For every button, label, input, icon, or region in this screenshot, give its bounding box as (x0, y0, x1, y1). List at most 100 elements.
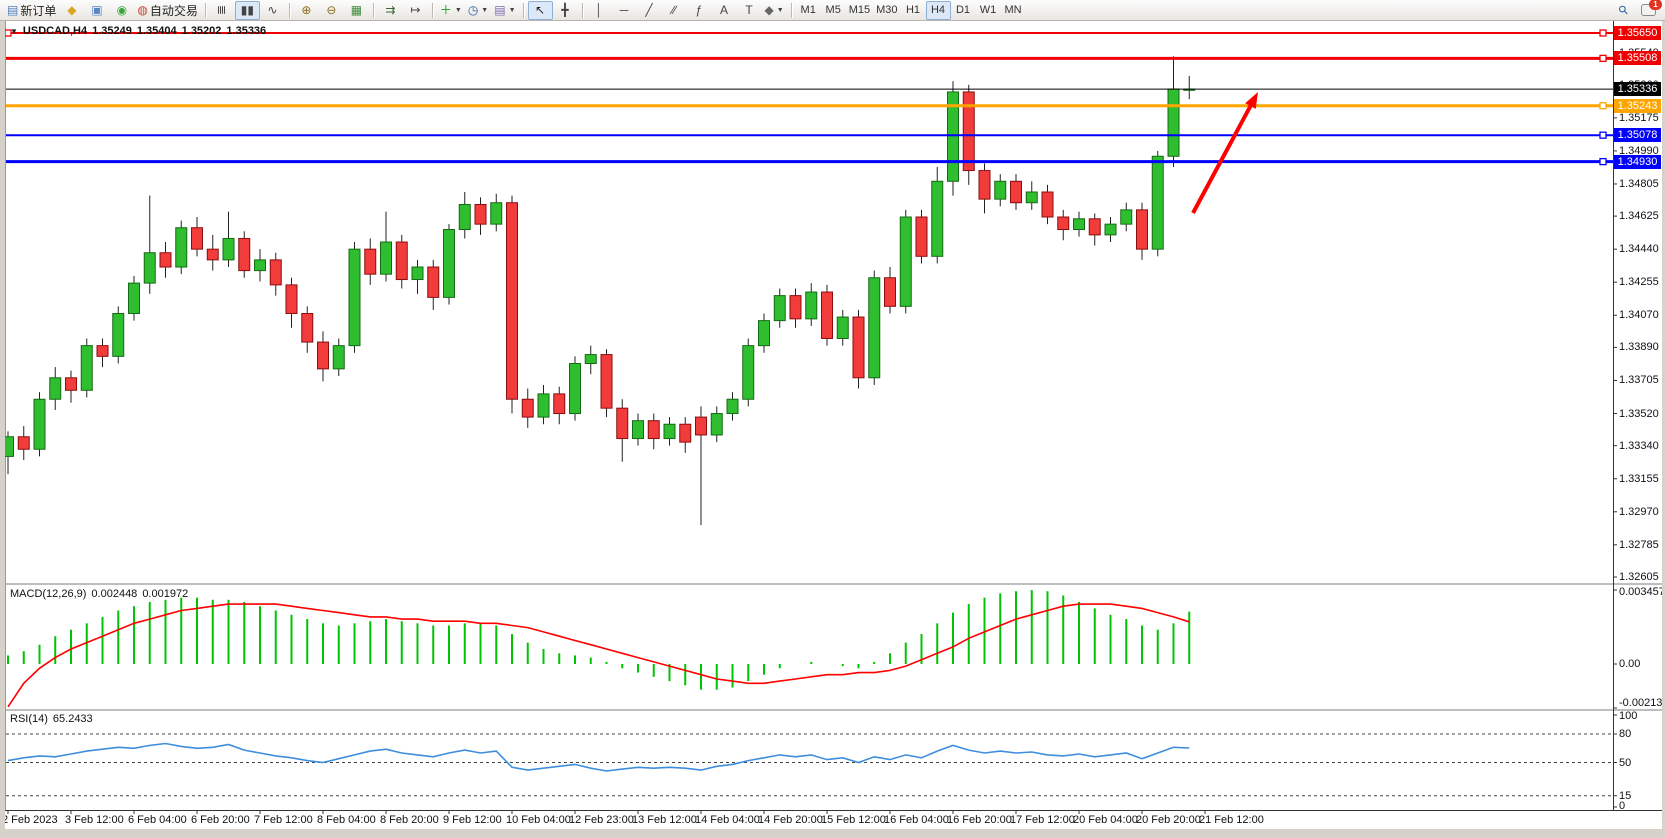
cursor-button[interactable]: ↖ (527, 0, 553, 20)
candles-chart-button[interactable]: ▮▮ (234, 0, 260, 20)
crosshair-button[interactable]: ╋ (553, 1, 578, 20)
signals-button[interactable]: ◉ (109, 1, 134, 20)
candle (773, 295, 786, 322)
price-axis-tick-label: 1.34070 (1619, 309, 1659, 322)
time-axis-label: 15 Feb 12:00 (821, 814, 886, 826)
zoom-in-button[interactable]: ⊕ (294, 1, 319, 20)
bars-chart-button[interactable]: ≣ (210, 1, 235, 20)
zoom-out-button[interactable]: ⊖ (319, 1, 344, 20)
candle (931, 180, 944, 257)
dropdown-arrow-icon[interactable]: ▼ (776, 6, 784, 14)
tf-m1-button[interactable]: M1 (796, 1, 821, 20)
candle (521, 398, 534, 418)
horizontal-line-button[interactable]: ─ (612, 1, 637, 20)
indicators-button[interactable]: ＋ ▼ (437, 1, 465, 20)
candle (128, 282, 140, 314)
text-label-button[interactable]: T (737, 1, 762, 20)
chart-menu-arrow-icon[interactable]: ▼ (10, 26, 18, 36)
line-handle[interactable] (1599, 29, 1607, 37)
line-chart-button[interactable]: ∿ (260, 1, 285, 20)
tf-m5-label: M5 (825, 4, 841, 16)
candle (1104, 223, 1117, 236)
notifications-button[interactable]: 1 (1636, 0, 1662, 20)
line-handle[interactable] (1599, 131, 1607, 139)
time-axis-label: 10 Feb 04:00 (506, 814, 571, 826)
dropdown-arrow-icon[interactable]: ▼ (481, 6, 489, 14)
trendline-button[interactable]: ╱ (637, 1, 662, 20)
fibonacci-button[interactable]: ƒ (687, 1, 712, 20)
tf-m30-button[interactable]: M30 (873, 1, 900, 20)
tf-mn-label: MN (1004, 4, 1022, 16)
time-axis-label: 7 Feb 12:00 (254, 814, 313, 826)
candle (679, 423, 692, 443)
candle (17, 436, 30, 450)
data-window-icon: ▣ (91, 3, 103, 17)
price-axis-tick-label: 1.34440 (1619, 243, 1659, 256)
level-price-label: 1.35650 (1614, 26, 1661, 40)
fibonacci-icon: ƒ (695, 3, 703, 17)
periods-icon: ◷ (467, 3, 479, 17)
arrows-icon: ◆ (764, 3, 774, 17)
dropdown-arrow-icon[interactable]: ▼ (508, 6, 516, 14)
candle (206, 248, 219, 261)
equidistant-channel-icon: ∕∕ (672, 3, 677, 17)
tf-mn-button[interactable]: MN (1001, 1, 1026, 20)
line-handle[interactable] (4, 29, 12, 37)
tf-w1-button[interactable]: W1 (976, 1, 1001, 20)
chart-high-value: 1.35404 (136, 25, 177, 37)
candle (1025, 191, 1038, 204)
macd-main-value: 0.002448 (91, 588, 138, 600)
vertical-line-button[interactable]: │ (587, 1, 612, 20)
line-handle[interactable] (1599, 102, 1607, 110)
indicators-icon: ＋ (439, 3, 452, 17)
text-button[interactable]: A (712, 1, 737, 20)
chart-shift-icon: ↦ (410, 3, 421, 17)
time-axis-label: 12 Feb 23:00 (569, 814, 634, 826)
price-axis-tick-label: 1.32785 (1619, 538, 1659, 551)
tf-h1-button[interactable]: H1 (901, 1, 926, 20)
time-axis-label: 9 Feb 12:00 (443, 814, 502, 826)
candle (994, 180, 1007, 200)
vertical-line-icon: │ (595, 3, 603, 17)
candle (411, 266, 424, 281)
line-handle[interactable] (1599, 54, 1607, 63)
line-handle[interactable] (1599, 157, 1607, 166)
dropdown-arrow-icon[interactable]: ▼ (454, 6, 462, 14)
bottom-border-strip (0, 829, 1665, 838)
tf-m5-button[interactable]: M5 (821, 1, 846, 20)
templates-button[interactable]: ▤ ▼ (491, 1, 518, 20)
tf-h4-button[interactable]: H4 (925, 0, 951, 20)
auto-scroll-button[interactable]: ⇉ (378, 1, 403, 20)
tf-m15-button[interactable]: M15 (846, 1, 873, 20)
chart-title: ▼ USDCAD,H4 1.35249 1.35404 1.35202 1.35… (10, 25, 266, 37)
equidistant-channel-button[interactable]: ∕∕ (662, 1, 687, 20)
chart-open-value: 1.35249 (92, 25, 132, 37)
candle (395, 241, 408, 281)
candle (726, 398, 739, 415)
candle (899, 216, 912, 307)
candle (537, 393, 550, 418)
candle (569, 363, 581, 415)
periods-button[interactable]: ◷ ▼ (465, 1, 491, 20)
candle (647, 420, 660, 440)
macd-signal-line (7, 603, 1190, 708)
cursor-icon: ↖ (534, 3, 546, 17)
candle (317, 341, 329, 370)
tf-m15-label: M15 (848, 4, 871, 16)
price-axis-tick-label: 1.32605 (1619, 570, 1659, 583)
arrows-button[interactable]: ◆ ▼ (762, 1, 787, 20)
trend-arrow-shaft[interactable] (1191, 101, 1255, 214)
trend-arrow-head[interactable] (1245, 92, 1258, 109)
tile-windows-button[interactable]: ▦ (344, 1, 369, 20)
search-button[interactable]: ⚲ (1611, 1, 1636, 20)
candle (1073, 218, 1085, 231)
chart-shift-button[interactable]: ↦ (403, 1, 428, 20)
new-order-button[interactable]: ▤ 新订单 (4, 1, 59, 20)
data-window-button[interactable]: ▣ (84, 1, 109, 20)
toolbar-separator (522, 2, 524, 18)
market-watch-button[interactable]: ◆ (59, 1, 84, 20)
auto-trading-button[interactable]: ◍ 自动交易 (134, 1, 201, 20)
tf-d1-button[interactable]: D1 (951, 1, 976, 20)
auto-trading-icon: ◍ (137, 3, 148, 17)
